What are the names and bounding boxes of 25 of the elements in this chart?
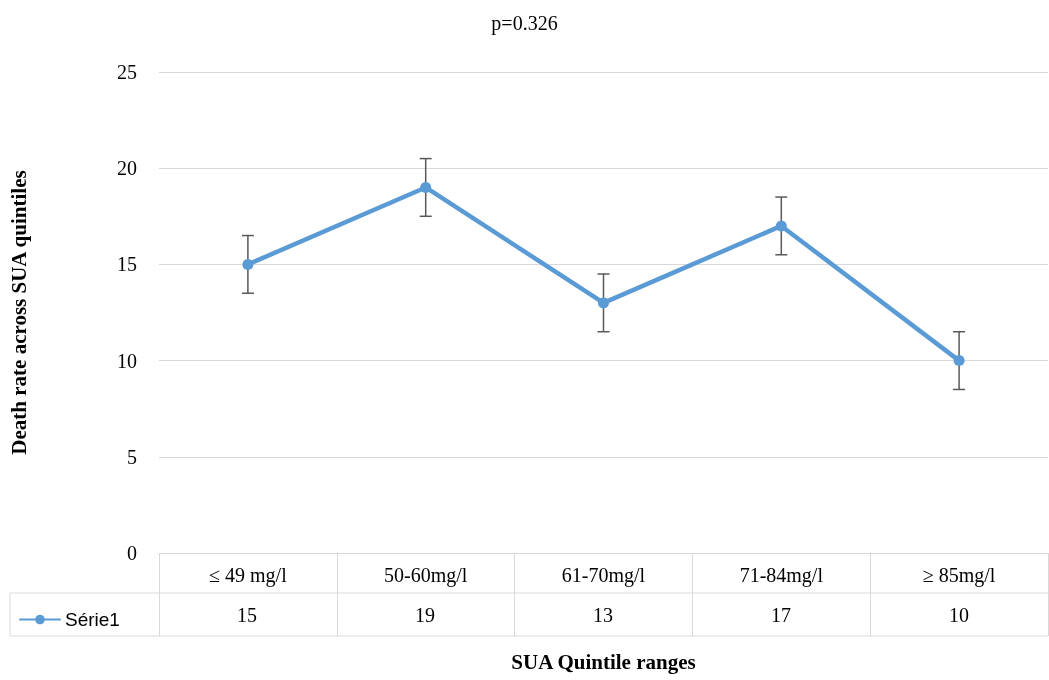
y-tick-label: 20 [117, 157, 137, 180]
x-tick-label: 71-84mg/l [739, 564, 824, 587]
x-axis-title: SUA Quintile ranges [511, 649, 696, 674]
y-tick-label: 10 [117, 349, 137, 372]
y-tick-label: 15 [117, 253, 137, 276]
y-tick-label: 0 [127, 542, 137, 564]
x-tick-label: 50-60mg/l [384, 564, 468, 587]
data-label: 17 [771, 604, 791, 626]
point [242, 258, 254, 270]
data-label: 15 [237, 604, 257, 626]
data-label: 10 [949, 604, 969, 626]
point [598, 297, 609, 309]
x-tick-label: ≥ 85mg/l [922, 564, 996, 587]
y-axis-title: Death rate across SUA quintiles [6, 170, 31, 455]
y-tick-label: 5 [127, 445, 137, 468]
point [775, 220, 787, 232]
point [953, 355, 965, 367]
data-label: 19 [415, 604, 435, 626]
point [420, 181, 432, 193]
legend-label: Série1 [65, 609, 120, 630]
data-label: 13 [593, 604, 613, 626]
x-tick-label: 61-70mg/l [561, 564, 646, 587]
chart-title: p=0.326 [491, 12, 558, 35]
y-tick-label: 25 [117, 61, 137, 83]
x-tick-label: ≤ 49 mg/l [209, 564, 288, 587]
